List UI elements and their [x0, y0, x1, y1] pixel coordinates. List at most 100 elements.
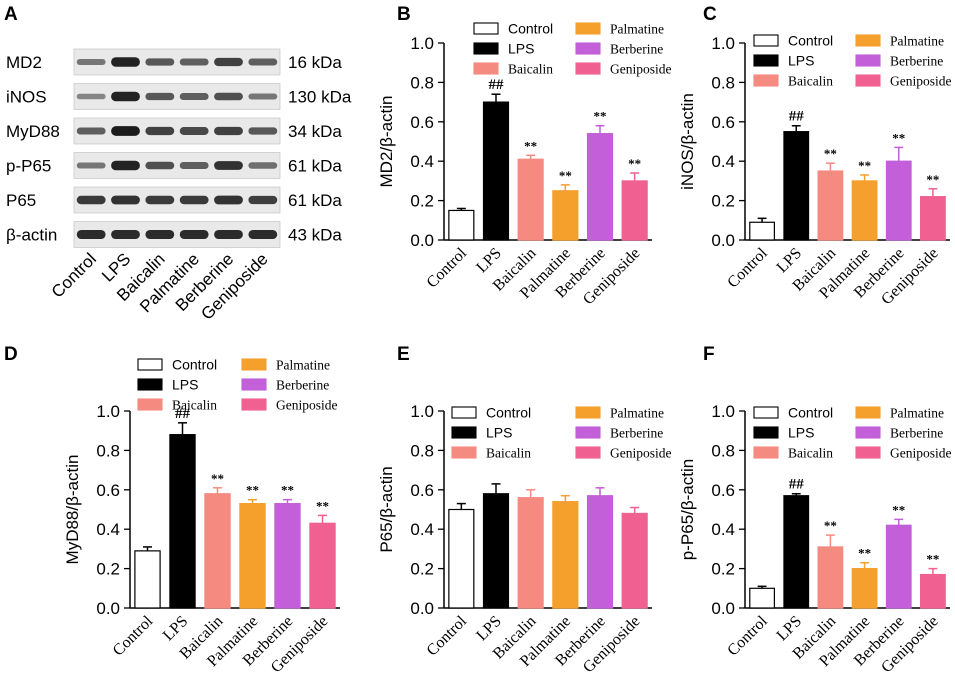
- legend-label-baicalin: Baicalin: [788, 446, 833, 461]
- blot-band: [145, 92, 175, 101]
- panel-letter-b: B: [397, 4, 411, 25]
- bar-berberine: [274, 502, 301, 609]
- protein-label: P65: [6, 191, 36, 210]
- bar-control: [448, 209, 475, 241]
- bar-palmatine: [851, 567, 878, 609]
- y-tick-label: 1.0: [711, 402, 735, 421]
- y-tick-label: 1.0: [96, 402, 120, 421]
- y-tick-label: 0.4: [410, 520, 434, 539]
- y-tick-label: 0.2: [711, 192, 735, 211]
- legend-label-berberine: Berberine: [890, 426, 943, 441]
- y-tick-label: 0.6: [410, 481, 434, 500]
- x-tick-label: Control: [424, 612, 471, 659]
- y-axis-label: MD2/β-actin: [377, 96, 396, 188]
- bar-palmatine: [552, 501, 579, 609]
- blot-band: [111, 195, 140, 205]
- bar-lps: [482, 493, 510, 609]
- western-blot: MD2 16 kDa iNOS 130 kDa MyD88 34 kDa p-P65 61 k…: [6, 48, 352, 324]
- legend-label-lps: LPS: [788, 53, 814, 69]
- x-tick-label: Control: [724, 612, 771, 659]
- y-tick-label: 0.8: [711, 441, 735, 460]
- chart-panel-b: 0.0 0.2 0.4 0.6 0.8 1.0 MD2/β-actin Control ## LP…: [377, 21, 672, 309]
- significance-label: **: [559, 168, 572, 183]
- blot-band: [145, 195, 175, 205]
- legend-label-control: Control: [172, 357, 217, 373]
- legend-label-lps: LPS: [788, 425, 814, 441]
- legend-swatch-geniposide: [855, 446, 881, 459]
- panel-letter-c: C: [703, 4, 717, 25]
- legend-swatch-control: [137, 358, 163, 371]
- legend: Control LPS Baicalin Palmatine Berberine Geni…: [451, 405, 672, 461]
- bar-lps: [482, 101, 510, 241]
- legend-swatch-control: [753, 34, 779, 47]
- legend-label-geniposide: Geniposide: [276, 398, 338, 413]
- legend-label-baicalin: Baicalin: [508, 62, 553, 77]
- blot-band: [214, 126, 243, 136]
- y-tick-label: 0.6: [96, 481, 120, 500]
- chart-panel-f: 0.0 0.2 0.4 0.6 0.8 1.0 p-P65/β-actin Control ##…: [678, 402, 952, 676]
- bar-palmatine: [851, 180, 878, 241]
- legend-swatch-geniposide: [855, 74, 881, 87]
- legend-label-baicalin: Baicalin: [486, 446, 531, 461]
- y-tick-label: 0.0: [711, 599, 735, 618]
- legend-label-geniposide: Geniposide: [610, 62, 672, 77]
- y-tick-label: 0.0: [410, 231, 434, 250]
- legend-swatch-palmatine: [575, 22, 601, 35]
- bar-geniposide: [621, 180, 648, 241]
- y-tick-label: 0.2: [410, 192, 434, 211]
- protein-label: β-actin: [6, 226, 57, 245]
- bar-palmatine: [239, 502, 266, 609]
- blot-band: [248, 58, 278, 66]
- legend-label-palmatine: Palmatine: [890, 406, 944, 421]
- legend-label-lps: LPS: [172, 377, 198, 393]
- legend-label-palmatine: Palmatine: [890, 34, 944, 49]
- y-tick-label: 0.2: [96, 560, 120, 579]
- legend-swatch-berberine: [855, 54, 881, 67]
- y-tick-label: 0.0: [410, 599, 434, 618]
- blot-band: [111, 229, 140, 240]
- blot-band: [111, 57, 140, 67]
- mw-label: 43 kDa: [288, 226, 342, 245]
- blot-band: [214, 195, 243, 205]
- legend: Control LPS Baicalin Palmatine Berberine Geni…: [753, 33, 952, 89]
- legend-swatch-baicalin: [137, 398, 163, 411]
- y-tick-label: 0.8: [410, 441, 434, 460]
- significance-label: **: [824, 146, 837, 161]
- blot-band: [76, 93, 106, 100]
- significance-label: **: [858, 546, 871, 561]
- legend-swatch-palmatine: [241, 358, 267, 371]
- y-tick-label: 1.0: [410, 402, 434, 421]
- mw-label: 61 kDa: [288, 191, 342, 210]
- blot-band: [248, 195, 278, 205]
- x-tick-label: Control: [724, 244, 771, 291]
- legend-label-geniposide: Geniposide: [890, 446, 952, 461]
- legend-label-control: Control: [788, 405, 833, 421]
- mw-label: 34 kDa: [288, 122, 342, 141]
- bar-lps: [783, 131, 810, 241]
- legend-label-control: Control: [508, 21, 553, 37]
- blot-band: [145, 161, 175, 170]
- blot-band: [76, 229, 106, 240]
- legend: Control LPS Baicalin Palmatine Berberine Geni…: [753, 405, 952, 461]
- bar-geniposide: [920, 573, 946, 609]
- y-tick-label: 0.8: [96, 441, 120, 460]
- legend-label-geniposide: Geniposide: [610, 446, 672, 461]
- bar-baicalin: [817, 170, 844, 241]
- bar-berberine: [586, 133, 614, 241]
- significance-label: **: [211, 471, 224, 486]
- significance-label: **: [892, 502, 905, 517]
- legend-swatch-baicalin: [473, 62, 499, 75]
- significance-label: ##: [789, 477, 805, 493]
- y-tick-label: 0.4: [96, 520, 120, 539]
- significance-label: **: [524, 138, 537, 153]
- legend-swatch-lps: [137, 378, 163, 391]
- legend-label-geniposide: Geniposide: [890, 74, 952, 89]
- legend-swatch-control: [473, 22, 499, 35]
- legend-swatch-berberine: [855, 426, 881, 439]
- significance-label: **: [246, 483, 259, 498]
- bar-control: [448, 508, 475, 609]
- significance-label: ##: [489, 77, 505, 93]
- significance-label: ##: [789, 109, 805, 125]
- y-tick-label: 1.0: [711, 34, 735, 53]
